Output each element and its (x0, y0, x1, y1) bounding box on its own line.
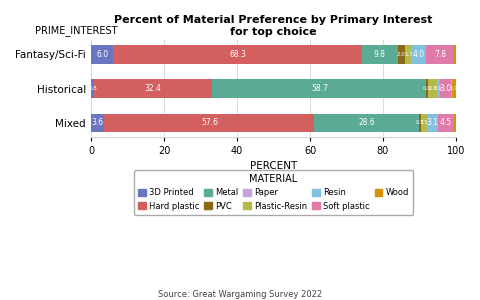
Bar (437, 79, 440, 98)
Bar (419, 113, 421, 133)
Legend: 3D Printed, Hard plastic, Metal, PVC, Paper, Plastic-Resin, Resin, Soft plastic,: 3D Printed, Hard plastic, Metal, PVC, Pa… (134, 170, 413, 215)
Text: 1.0: 1.0 (450, 86, 458, 91)
Text: 9.8: 9.8 (374, 50, 386, 58)
Text: 7.8: 7.8 (434, 50, 446, 58)
Bar (421, 113, 427, 133)
Bar (429, 79, 437, 98)
X-axis label: PERCENT: PERCENT (250, 161, 297, 171)
Bar (212, 79, 426, 98)
Bar (427, 113, 438, 133)
Bar (94, 79, 212, 98)
Bar (451, 79, 452, 98)
Text: 57.6: 57.6 (201, 118, 218, 127)
Bar (405, 45, 411, 64)
Text: 28.6: 28.6 (358, 118, 375, 127)
Title: Percent of Material Preference by Primary Interest
for top choice: Percent of Material Preference by Primar… (114, 15, 433, 37)
Bar (91, 79, 94, 98)
Bar (91, 45, 113, 64)
Bar (426, 79, 429, 98)
Text: 1.5: 1.5 (420, 121, 428, 125)
Bar (455, 45, 456, 64)
Text: 4.0: 4.0 (413, 50, 425, 58)
Text: Source: Great Wargaming Survey 2022: Source: Great Wargaming Survey 2022 (158, 290, 322, 299)
Text: 1.7: 1.7 (404, 52, 413, 56)
Bar (362, 45, 398, 64)
Bar (426, 45, 455, 64)
Text: 0.8: 0.8 (88, 86, 97, 91)
Text: 3.0: 3.0 (440, 84, 452, 93)
Bar (113, 45, 362, 64)
Text: 0.9: 0.9 (434, 86, 443, 91)
Bar (398, 45, 405, 64)
Bar (411, 45, 426, 64)
Text: 32.4: 32.4 (145, 84, 162, 93)
Text: 68.3: 68.3 (229, 50, 246, 58)
Text: 3.1: 3.1 (426, 118, 438, 127)
Text: 4.5: 4.5 (440, 118, 452, 127)
Text: 2.3: 2.3 (428, 86, 437, 91)
Text: 3.6: 3.6 (92, 118, 104, 127)
Bar (314, 113, 419, 133)
Bar (455, 113, 456, 133)
Text: 58.7: 58.7 (311, 84, 328, 93)
Text: 0.6: 0.6 (423, 86, 432, 91)
Bar (91, 113, 105, 133)
Text: 0.7: 0.7 (416, 121, 424, 125)
Bar (452, 79, 456, 98)
Text: PRIME_INTEREST: PRIME_INTEREST (35, 26, 117, 36)
Bar (105, 113, 314, 133)
Bar (440, 79, 451, 98)
Bar (438, 113, 455, 133)
Text: 2.0: 2.0 (397, 52, 406, 56)
Text: 6.0: 6.0 (96, 50, 108, 58)
